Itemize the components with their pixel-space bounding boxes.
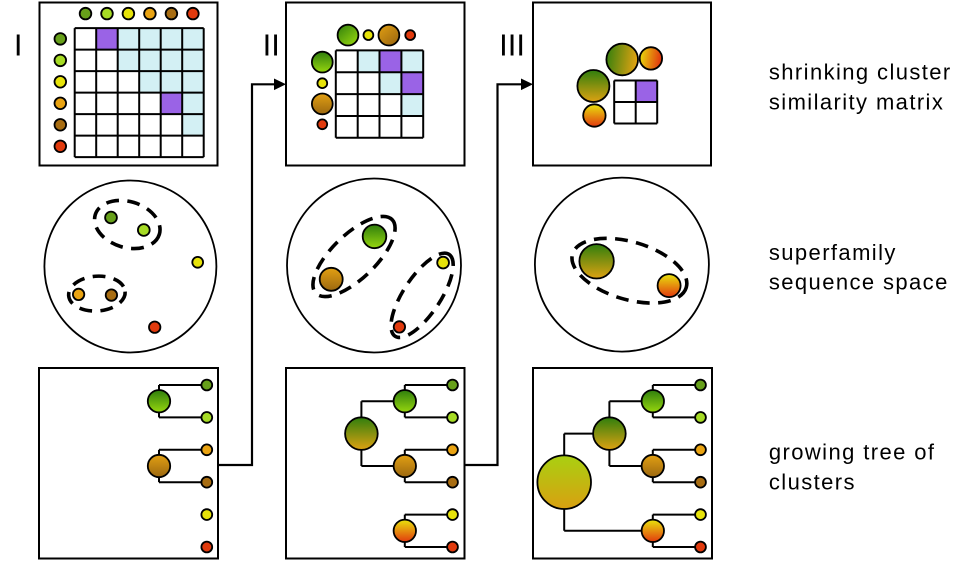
svg-text:similarity matrix: similarity matrix [769,89,944,114]
svg-text:II: II [263,28,280,63]
svg-text:I: I [14,28,23,63]
svg-text:clusters: clusters [769,469,856,494]
svg-text:III: III [499,28,525,63]
svg-text:superfamily: superfamily [769,240,897,265]
svg-text:sequence space: sequence space [769,270,949,295]
svg-text:shrinking cluster: shrinking cluster [769,60,952,85]
svg-text:growing tree of: growing tree of [769,440,936,465]
